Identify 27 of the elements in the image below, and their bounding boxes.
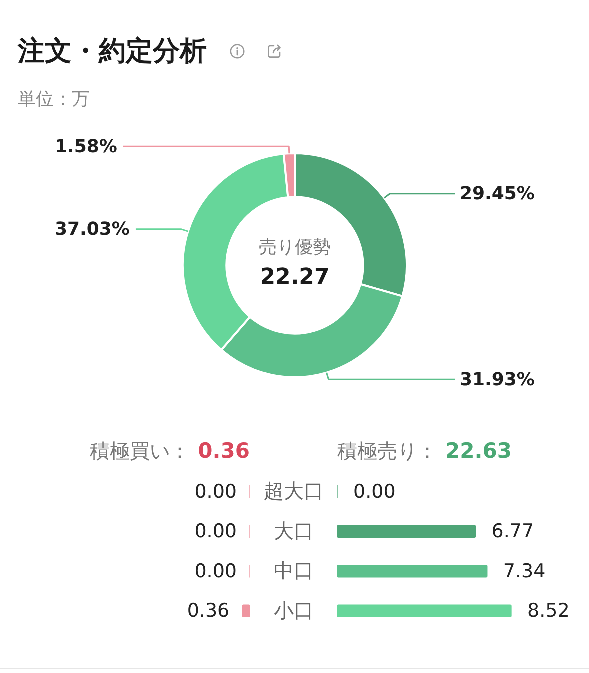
chart-title: 積極売り： — [338, 438, 438, 464]
text: 22.63 — [446, 439, 512, 463]
y-tick-label: 超大口 — [264, 479, 324, 504]
data-label: 6.77 — [492, 520, 534, 543]
data-label: 0.00 — [194, 560, 237, 582]
data-label: 0.00 — [194, 480, 237, 503]
text: 0.36 — [198, 439, 250, 463]
text: 22.27 — [260, 265, 330, 290]
text: 売り優勢 — [259, 237, 331, 258]
data-label: 0.00 — [194, 520, 237, 543]
data-label: 7.34 — [503, 560, 546, 582]
bar — [337, 525, 476, 538]
data-label: 1.58% — [55, 136, 118, 158]
data-label: 8.52 — [528, 600, 570, 622]
data-label: 0.36 — [187, 600, 230, 622]
y-tick-label: 大口 — [274, 518, 314, 543]
y-tick-label: 小口 — [274, 598, 314, 622]
chart-title: 注文・約定分析 — [18, 35, 207, 69]
bar — [337, 604, 512, 618]
chart-title: 積極買い： — [90, 438, 190, 464]
data-label: 37.03% — [55, 219, 130, 240]
y-tick-label: 中口 — [274, 558, 314, 583]
chart-subtitle: 単位：万 — [18, 88, 90, 112]
data-label: 29.45% — [460, 184, 535, 205]
bar — [337, 565, 488, 578]
data-label: 0.00 — [354, 480, 396, 503]
data-label: 31.93% — [460, 369, 535, 390]
